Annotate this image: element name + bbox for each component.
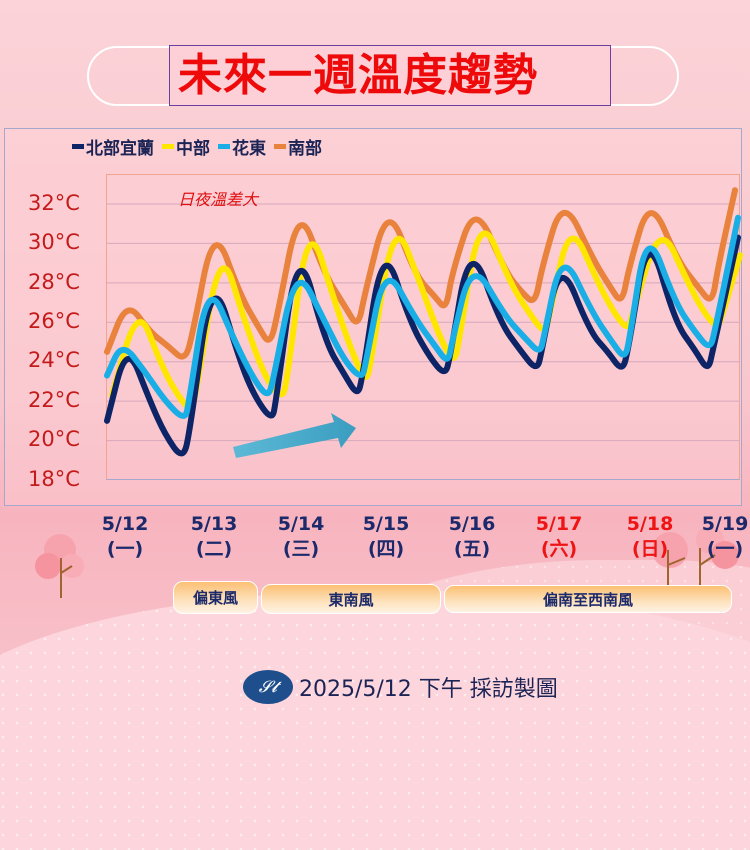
series-line-2 [104,214,741,419]
tree-icon [652,526,739,590]
legend-swatch-north [72,144,84,149]
plot-area [106,174,740,480]
x-tick-5-16: 5/16 (五) [448,513,496,560]
footer-text: 2025/5/12 下午 採訪製圖 [299,677,558,702]
legend-swatch-east [218,144,230,149]
footer: 𝓢𝓽 2025/5/12 下午 採訪製圖 [243,670,558,704]
y-tick-label: 20°C [28,427,80,451]
tree-icon [35,534,84,598]
x-tick-5-12: 5/12 (一) [101,513,149,560]
legend-label: 花東 [232,139,266,159]
series-lines [104,187,743,457]
x-tick-5-14: 5/14 (三) [277,513,325,560]
y-tick-label: 22°C [28,388,80,412]
x-tick-5-13: 5/13 (二) [190,513,238,560]
y-tick-label: 28°C [28,270,80,294]
trend-arrow-icon [233,413,356,458]
legend-item-east: 花東 [218,134,266,159]
legend-label: 北部宜蘭 [86,139,154,159]
x-tick-5-19: 5/19 (一) [701,513,749,560]
y-tick-label: 26°C [28,309,80,333]
line-chart [104,187,743,458]
legend-item-north: 北部宜蘭 [72,134,154,159]
logo-icon: 𝓢𝓽 [243,670,293,704]
series-line-0 [104,234,741,457]
chart-legend: 北部宜蘭 中部 花東 南部 [72,134,322,159]
legend-item-central: 中部 [162,134,210,159]
legend-swatch-south [274,144,286,149]
y-tick-label: 32°C [28,191,80,215]
wind-band-south-southwest: 偏南至西南風 [444,585,732,613]
legend-swatch-central [162,144,174,149]
chart-annotation: 日夜溫差大 [178,190,259,209]
x-tick-5-17: 5/17 (六) [535,513,583,560]
y-tick-label: 18°C [28,467,80,491]
x-tick-5-18: 5/18 (日) [626,513,674,560]
title-box: 未來一週溫度趨勢 [169,45,611,106]
legend-label: 南部 [288,139,322,159]
legend-item-south: 南部 [274,134,322,159]
legend-label: 中部 [176,139,210,159]
page-title: 未來一週溫度趨勢 [178,49,538,101]
x-tick-5-15: 5/15 (四) [362,513,410,560]
wind-band-east: 偏東風 [173,581,258,614]
y-tick-label: 30°C [28,230,80,254]
y-tick-label: 24°C [28,348,80,372]
wind-band-southeast: 東南風 [261,584,441,614]
